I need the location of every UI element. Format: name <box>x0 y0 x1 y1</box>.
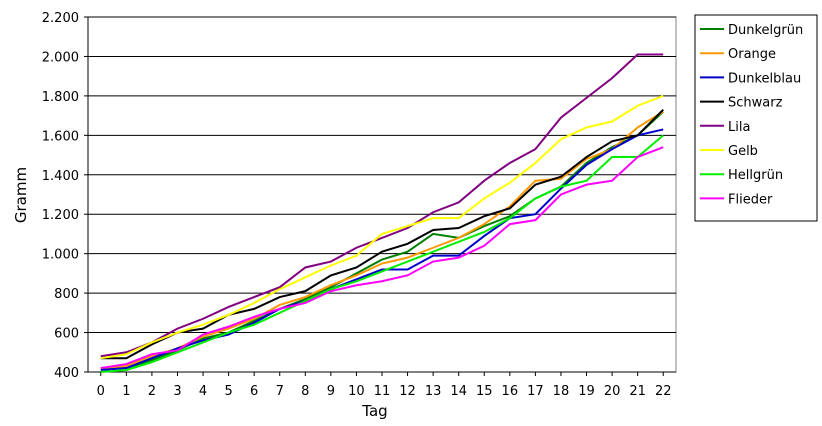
x-tick-label: 7 <box>276 384 284 399</box>
x-tick-label: 8 <box>301 384 309 399</box>
y-tick-label: 1.800 <box>42 90 79 105</box>
x-tick-label: 1 <box>122 384 130 399</box>
x-tick-label: 14 <box>450 384 467 399</box>
x-tick-label: 22 <box>655 384 672 399</box>
series-line <box>100 146 664 370</box>
x-tick-label: 0 <box>97 384 105 399</box>
y-tick-label: 1.400 <box>42 169 79 184</box>
y-tick-label: 2.200 <box>42 11 79 26</box>
x-tick-label: 13 <box>425 384 442 399</box>
x-tick-label: 12 <box>399 384 416 399</box>
legend-label: Dunkelblau <box>728 71 801 86</box>
x-tick-label: 18 <box>553 384 570 399</box>
legend-label: Gelb <box>728 144 758 159</box>
legend-label: Flieder <box>728 192 773 207</box>
x-axis-label: Tag <box>361 402 387 420</box>
legend-label: Lila <box>728 120 750 135</box>
x-tick-label: 2 <box>148 384 156 399</box>
x-tick-label: 16 <box>502 384 519 399</box>
y-tick-label: 1.600 <box>42 129 79 144</box>
y-tick-label: 400 <box>54 366 79 381</box>
y-tick-label: 1.200 <box>42 208 79 223</box>
x-tick-label: 15 <box>476 384 493 399</box>
x-tick-label: 3 <box>173 384 181 399</box>
y-tick-label: 2.000 <box>42 50 79 65</box>
series-line <box>100 128 664 372</box>
x-tick-label: 17 <box>527 384 544 399</box>
y-axis-label: Gramm <box>12 167 30 223</box>
x-tick-label: 10 <box>348 384 365 399</box>
x-tick-label: 9 <box>327 384 335 399</box>
x-tick-label: 11 <box>374 384 391 399</box>
x-tick-label: 19 <box>578 384 595 399</box>
x-tick-label: 20 <box>604 384 621 399</box>
y-tick-label: 1.000 <box>42 248 79 263</box>
y-tick-label: 800 <box>54 287 79 302</box>
x-tick-label: 6 <box>250 384 258 399</box>
y-tick-label: 600 <box>54 327 79 342</box>
legend-label: Hellgrün <box>728 168 783 183</box>
series-line <box>100 108 664 360</box>
legend-box <box>694 14 818 222</box>
legend-label: Schwarz <box>728 96 783 111</box>
plot-area <box>87 16 677 373</box>
legend-label: Dunkelgrün <box>728 23 803 38</box>
legend-label: Orange <box>728 47 776 62</box>
series-line <box>100 53 664 358</box>
x-tick-label: 21 <box>629 384 646 399</box>
series-line <box>100 94 664 360</box>
x-tick-label: 5 <box>224 384 232 399</box>
x-tick-label: 4 <box>199 384 207 399</box>
series-line <box>100 134 664 373</box>
